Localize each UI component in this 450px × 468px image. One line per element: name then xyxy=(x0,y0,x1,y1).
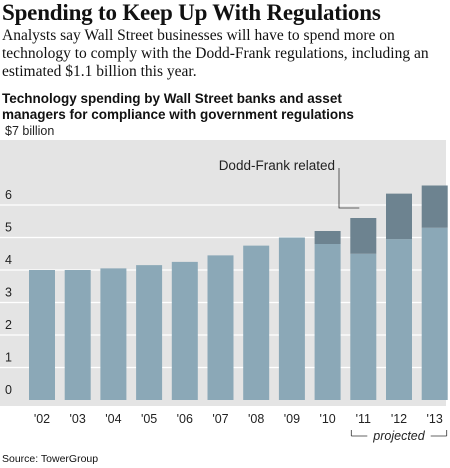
bar-dodd-frank xyxy=(421,185,448,228)
x-tick-label: '07 xyxy=(212,412,228,426)
y-tick-label: 1 xyxy=(5,351,12,365)
bar-base xyxy=(314,244,341,400)
source-note: Source: TowerGroup xyxy=(2,453,99,465)
bar-base xyxy=(386,239,412,400)
x-tick-label: '09 xyxy=(284,412,300,426)
x-tick-label: '03 xyxy=(70,412,86,426)
bar-dodd-frank xyxy=(350,218,377,254)
bar-base xyxy=(278,237,305,400)
projected-label: projected xyxy=(372,429,425,443)
x-tick-label: '12 xyxy=(391,412,407,426)
x-tick-label: '02 xyxy=(34,412,50,426)
dek: Analysts say Wall Street businesses will… xyxy=(2,27,429,80)
bar-base xyxy=(29,270,55,400)
chart-subtitle: Technology spending by Wall Street banks… xyxy=(2,91,442,123)
x-tick-label: '06 xyxy=(177,412,193,426)
x-tick-label: '10 xyxy=(319,412,335,426)
y-tick-label: 3 xyxy=(5,286,12,300)
x-tick-label: '08 xyxy=(248,412,264,426)
y-tick-label: 2 xyxy=(5,318,12,332)
y-tick-label: $7 billion xyxy=(5,124,54,138)
bar-dodd-frank xyxy=(386,193,412,240)
bar-base xyxy=(243,245,270,400)
x-tick-label: '13 xyxy=(427,412,443,426)
bar-chart: 0 1 2 3 4 5 6 $7 billion '02 '03 '04 '05 '06 '07 '08 '0… xyxy=(0,124,448,443)
y-tick-label: 6 xyxy=(5,188,12,202)
bar-base xyxy=(421,227,448,400)
x-tick-label: '11 xyxy=(356,412,371,426)
bar-base xyxy=(207,255,234,400)
annotation-background xyxy=(226,155,350,175)
bar-base xyxy=(100,268,127,400)
annotation-label: Dodd-Frank related xyxy=(219,158,335,173)
x-tick-label: '05 xyxy=(141,412,157,426)
headline: Spending to Keep Up With Regulations xyxy=(2,0,381,25)
bar-base xyxy=(136,265,163,400)
y-tick-label: 5 xyxy=(5,221,12,235)
bar-base xyxy=(350,253,377,400)
x-tick-label: '04 xyxy=(105,412,121,426)
bar-base xyxy=(171,261,198,400)
bar-base xyxy=(64,270,91,400)
y-tick-label: 4 xyxy=(5,253,12,267)
chart-subtitle-line-2: managers for compliance with government … xyxy=(2,107,354,122)
bar-dodd-frank xyxy=(314,231,341,244)
y-tick-label: 0 xyxy=(5,383,12,397)
annotation-leader-line xyxy=(338,168,360,209)
chart-subtitle-line-1: Technology spending by Wall Street banks… xyxy=(2,91,342,106)
